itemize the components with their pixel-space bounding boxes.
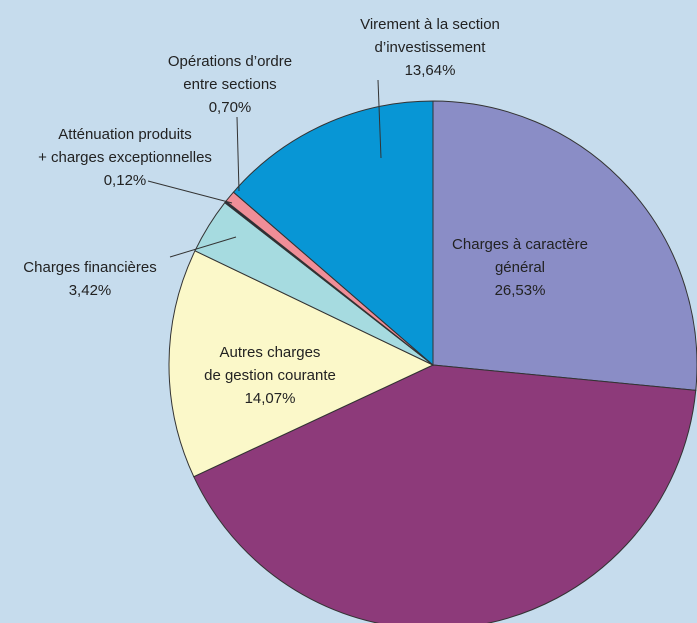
label-line: + charges exceptionnelles — [38, 149, 212, 166]
slice-label: Virement à la section d’investissement — [360, 16, 500, 56]
label-line: entre sections — [183, 76, 276, 93]
pie-slice — [168, 250, 435, 478]
pie-slice — [432, 100, 697, 391]
slice-value-label: 0,70% — [209, 99, 252, 116]
slice-label: Charges à caractère général — [452, 236, 588, 276]
slice-value-label: 3,42% — [69, 282, 112, 299]
slice-value-label: 13,64% — [405, 62, 456, 79]
label-line: Atténuation produits — [58, 126, 191, 143]
label-line: Autres charges — [220, 344, 321, 361]
pie-slice — [193, 364, 697, 623]
slice-value-label: 0,12% — [104, 172, 147, 189]
leader-line — [169, 236, 237, 258]
label-line: Charges financières — [23, 259, 156, 276]
slice-label: Autres charges de gestion courante — [204, 344, 336, 384]
label-line: Opérations d’ordre — [168, 53, 292, 70]
slice-value-label: 26,53% — [495, 282, 546, 299]
label-line: Charges à caractère — [452, 236, 588, 253]
slice-label: Atténuation produits + charges exceptionn… — [38, 126, 212, 166]
slice-label: Charges financières — [23, 259, 156, 276]
label-line: d’investissement — [375, 39, 487, 56]
slice-value-label: 14,07% — [245, 390, 296, 407]
label-line: Virement à la section — [360, 16, 500, 33]
leader-line — [147, 180, 233, 204]
label-line: général — [495, 259, 545, 276]
pie-slice — [232, 100, 434, 367]
leader-line — [377, 79, 382, 159]
slice-label: Opérations d’ordre entre sections — [168, 53, 292, 93]
leader-line — [236, 116, 240, 192]
label-line: de gestion courante — [204, 367, 336, 384]
